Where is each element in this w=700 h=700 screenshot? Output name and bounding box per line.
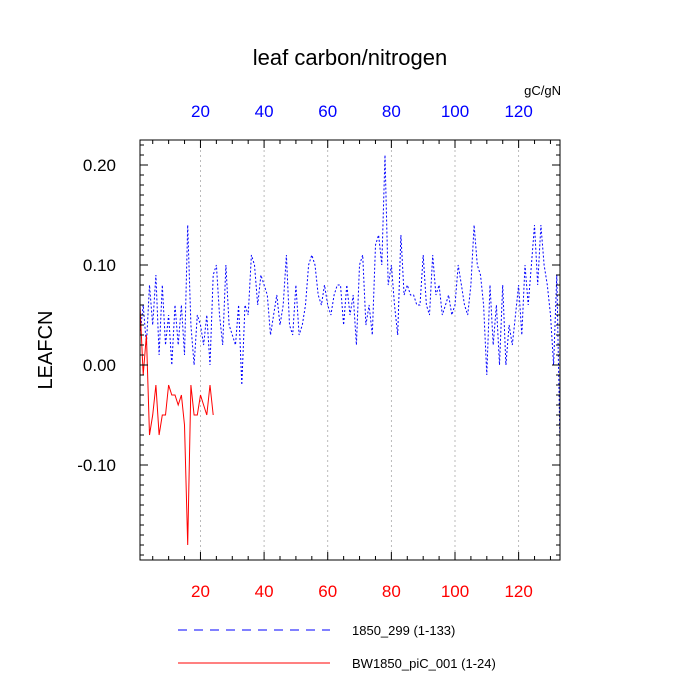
x-tick-label-top: 20 xyxy=(191,102,210,121)
x-tick-label-top: 120 xyxy=(504,102,532,121)
x-tick-label-bottom: 100 xyxy=(441,582,469,601)
axes: 20 20 40 40 60 60 80 80 100 100 120 120 0.20 0.10 0.00… xyxy=(77,102,560,601)
legend: 1850_299 (1-133) BW1850_piC_001 (1-24) xyxy=(178,623,496,671)
x-tick-label-bottom: 40 xyxy=(255,582,274,601)
x-tick-label-top: 80 xyxy=(382,102,401,121)
series-layer xyxy=(139,154,561,546)
plot-frame xyxy=(139,139,561,561)
chart-title: leaf carbon/nitrogen xyxy=(253,45,447,70)
legend-label-2: BW1850_piC_001 (1-24) xyxy=(352,656,496,671)
x-tick-label-top: 40 xyxy=(255,102,274,121)
y-tick-label: 0.20 xyxy=(83,156,116,175)
top-axis-units: gC/gN xyxy=(524,83,561,98)
x-tick-label-bottom: 80 xyxy=(382,582,401,601)
series-line-1 xyxy=(139,154,561,446)
y-tick-label: 0.10 xyxy=(83,256,116,275)
x-tick-label-bottom: 20 xyxy=(191,582,210,601)
x-tick-label-top: 100 xyxy=(441,102,469,121)
y-tick-label: 0.00 xyxy=(83,356,116,375)
x-tick-label-bottom: 120 xyxy=(504,582,532,601)
grid-lines xyxy=(200,140,520,560)
x-tick-label-bottom: 60 xyxy=(318,582,337,601)
y-axis-label: LEAFCN xyxy=(35,311,57,390)
x-tick-label-top: 60 xyxy=(318,102,337,121)
series-line-2 xyxy=(139,304,214,546)
legend-label-1: 1850_299 (1-133) xyxy=(352,623,455,638)
y-tick-label: -0.10 xyxy=(77,456,116,475)
